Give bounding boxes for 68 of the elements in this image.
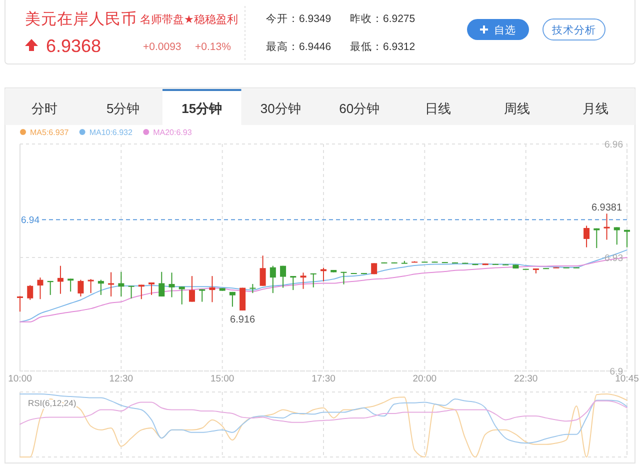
candlestick	[168, 272, 175, 298]
text: +0.13%	[195, 41, 231, 53]
candlestick	[78, 279, 84, 297]
legend-label: MA10:6.932	[89, 128, 134, 137]
text: 5分钟	[106, 101, 140, 116]
text: 月线	[582, 101, 609, 116]
text: 美元在岸人民币	[25, 10, 137, 28]
x-tick-label: 12:30	[109, 373, 134, 384]
candlestick	[604, 213, 610, 240]
candlestick	[229, 291, 236, 308]
candlestick	[280, 265, 286, 288]
candlestick	[594, 228, 600, 249]
candlestick	[118, 271, 124, 297]
candlestick	[128, 285, 134, 299]
x-tick-label: 22:30	[514, 373, 538, 384]
text: 最高：6.9446	[266, 40, 332, 53]
candlestick	[37, 277, 44, 300]
legend-label: MA5:6.937	[30, 128, 70, 137]
candlestick	[158, 271, 165, 297]
candlestick	[199, 288, 206, 302]
text: 30分钟	[260, 101, 301, 116]
candlestick	[138, 284, 144, 300]
candlestick	[260, 255, 266, 286]
candlestick	[340, 271, 347, 285]
candlestick	[178, 286, 185, 305]
text: 最低：6.9312	[350, 41, 416, 53]
candlestick	[290, 276, 296, 291]
ref-line-label: 6.94	[21, 214, 40, 226]
y-tick-label: 6.96	[604, 139, 623, 150]
candlestick	[98, 279, 104, 296]
candlestick	[188, 276, 195, 302]
candlestick	[108, 272, 114, 297]
candlestick	[614, 226, 620, 246]
candlestick	[240, 287, 246, 311]
annotation: 6.916	[230, 314, 256, 326]
text: 15分钟	[182, 101, 222, 116]
x-tick-label: 15:00	[210, 373, 234, 384]
x-tick-label: 10:00	[8, 373, 32, 384]
text: 昨收：6.9275	[350, 13, 416, 25]
text: 自选	[494, 24, 516, 36]
candlestick	[584, 225, 590, 248]
candlestick	[250, 283, 256, 294]
candlestick	[624, 229, 630, 248]
x-tick-label: 20:00	[412, 373, 437, 384]
x-tick-label: 17:30	[312, 373, 336, 384]
candlestick	[320, 267, 326, 282]
candlestick	[270, 265, 276, 294]
candlestick	[310, 272, 316, 288]
annotation: 6.9381	[591, 202, 622, 214]
candlestick	[148, 282, 155, 296]
text: 分时	[31, 101, 58, 116]
text: 60分钟	[339, 101, 380, 116]
legend-label: MA20:6.93	[153, 128, 192, 137]
text: 日线	[425, 101, 452, 116]
text: 今开：6.9349	[266, 13, 332, 25]
x-tick-label: 10:45	[615, 373, 639, 384]
text: 名师带盘★稳稳盈利	[140, 13, 238, 26]
candlestick	[57, 265, 64, 294]
text: +0.0093	[143, 41, 182, 53]
candlestick	[68, 278, 74, 292]
candlestick	[27, 284, 34, 300]
text: 6.9368	[46, 36, 102, 56]
text: 周线	[504, 101, 530, 116]
candlestick	[209, 276, 216, 303]
candlestick	[17, 296, 23, 312]
text: 技术分析	[551, 24, 596, 36]
candlestick	[300, 272, 306, 290]
candlestick	[88, 278, 94, 294]
